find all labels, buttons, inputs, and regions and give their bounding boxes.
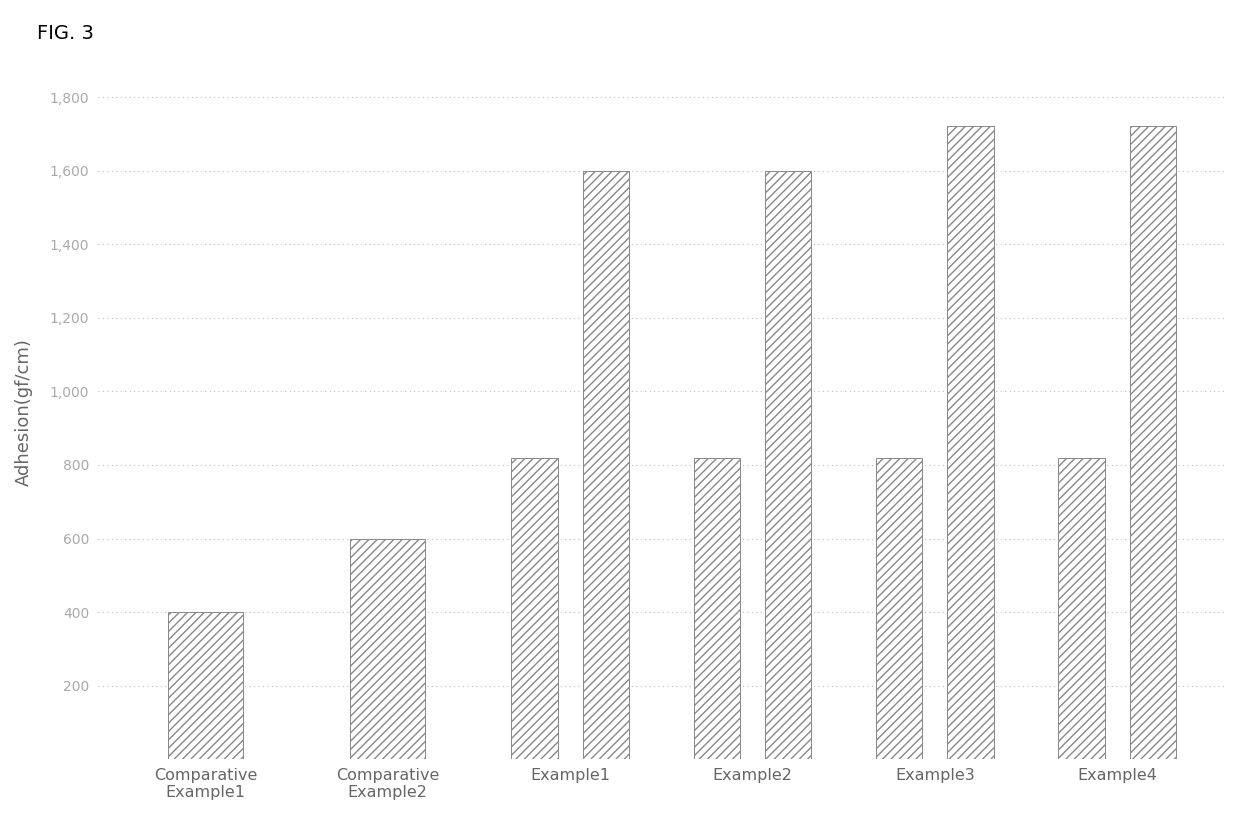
Bar xyxy=(1059,457,1105,760)
Bar xyxy=(351,539,425,760)
Y-axis label: Adhesion(gf/cm): Adhesion(gf/cm) xyxy=(15,337,33,486)
Bar xyxy=(169,612,243,760)
Bar xyxy=(875,457,923,760)
Bar xyxy=(511,457,558,760)
Text: FIG. 3: FIG. 3 xyxy=(37,24,94,43)
Bar xyxy=(1130,126,1176,760)
Bar xyxy=(583,170,629,760)
Bar xyxy=(947,126,993,760)
Bar xyxy=(765,170,811,760)
Bar xyxy=(693,457,740,760)
